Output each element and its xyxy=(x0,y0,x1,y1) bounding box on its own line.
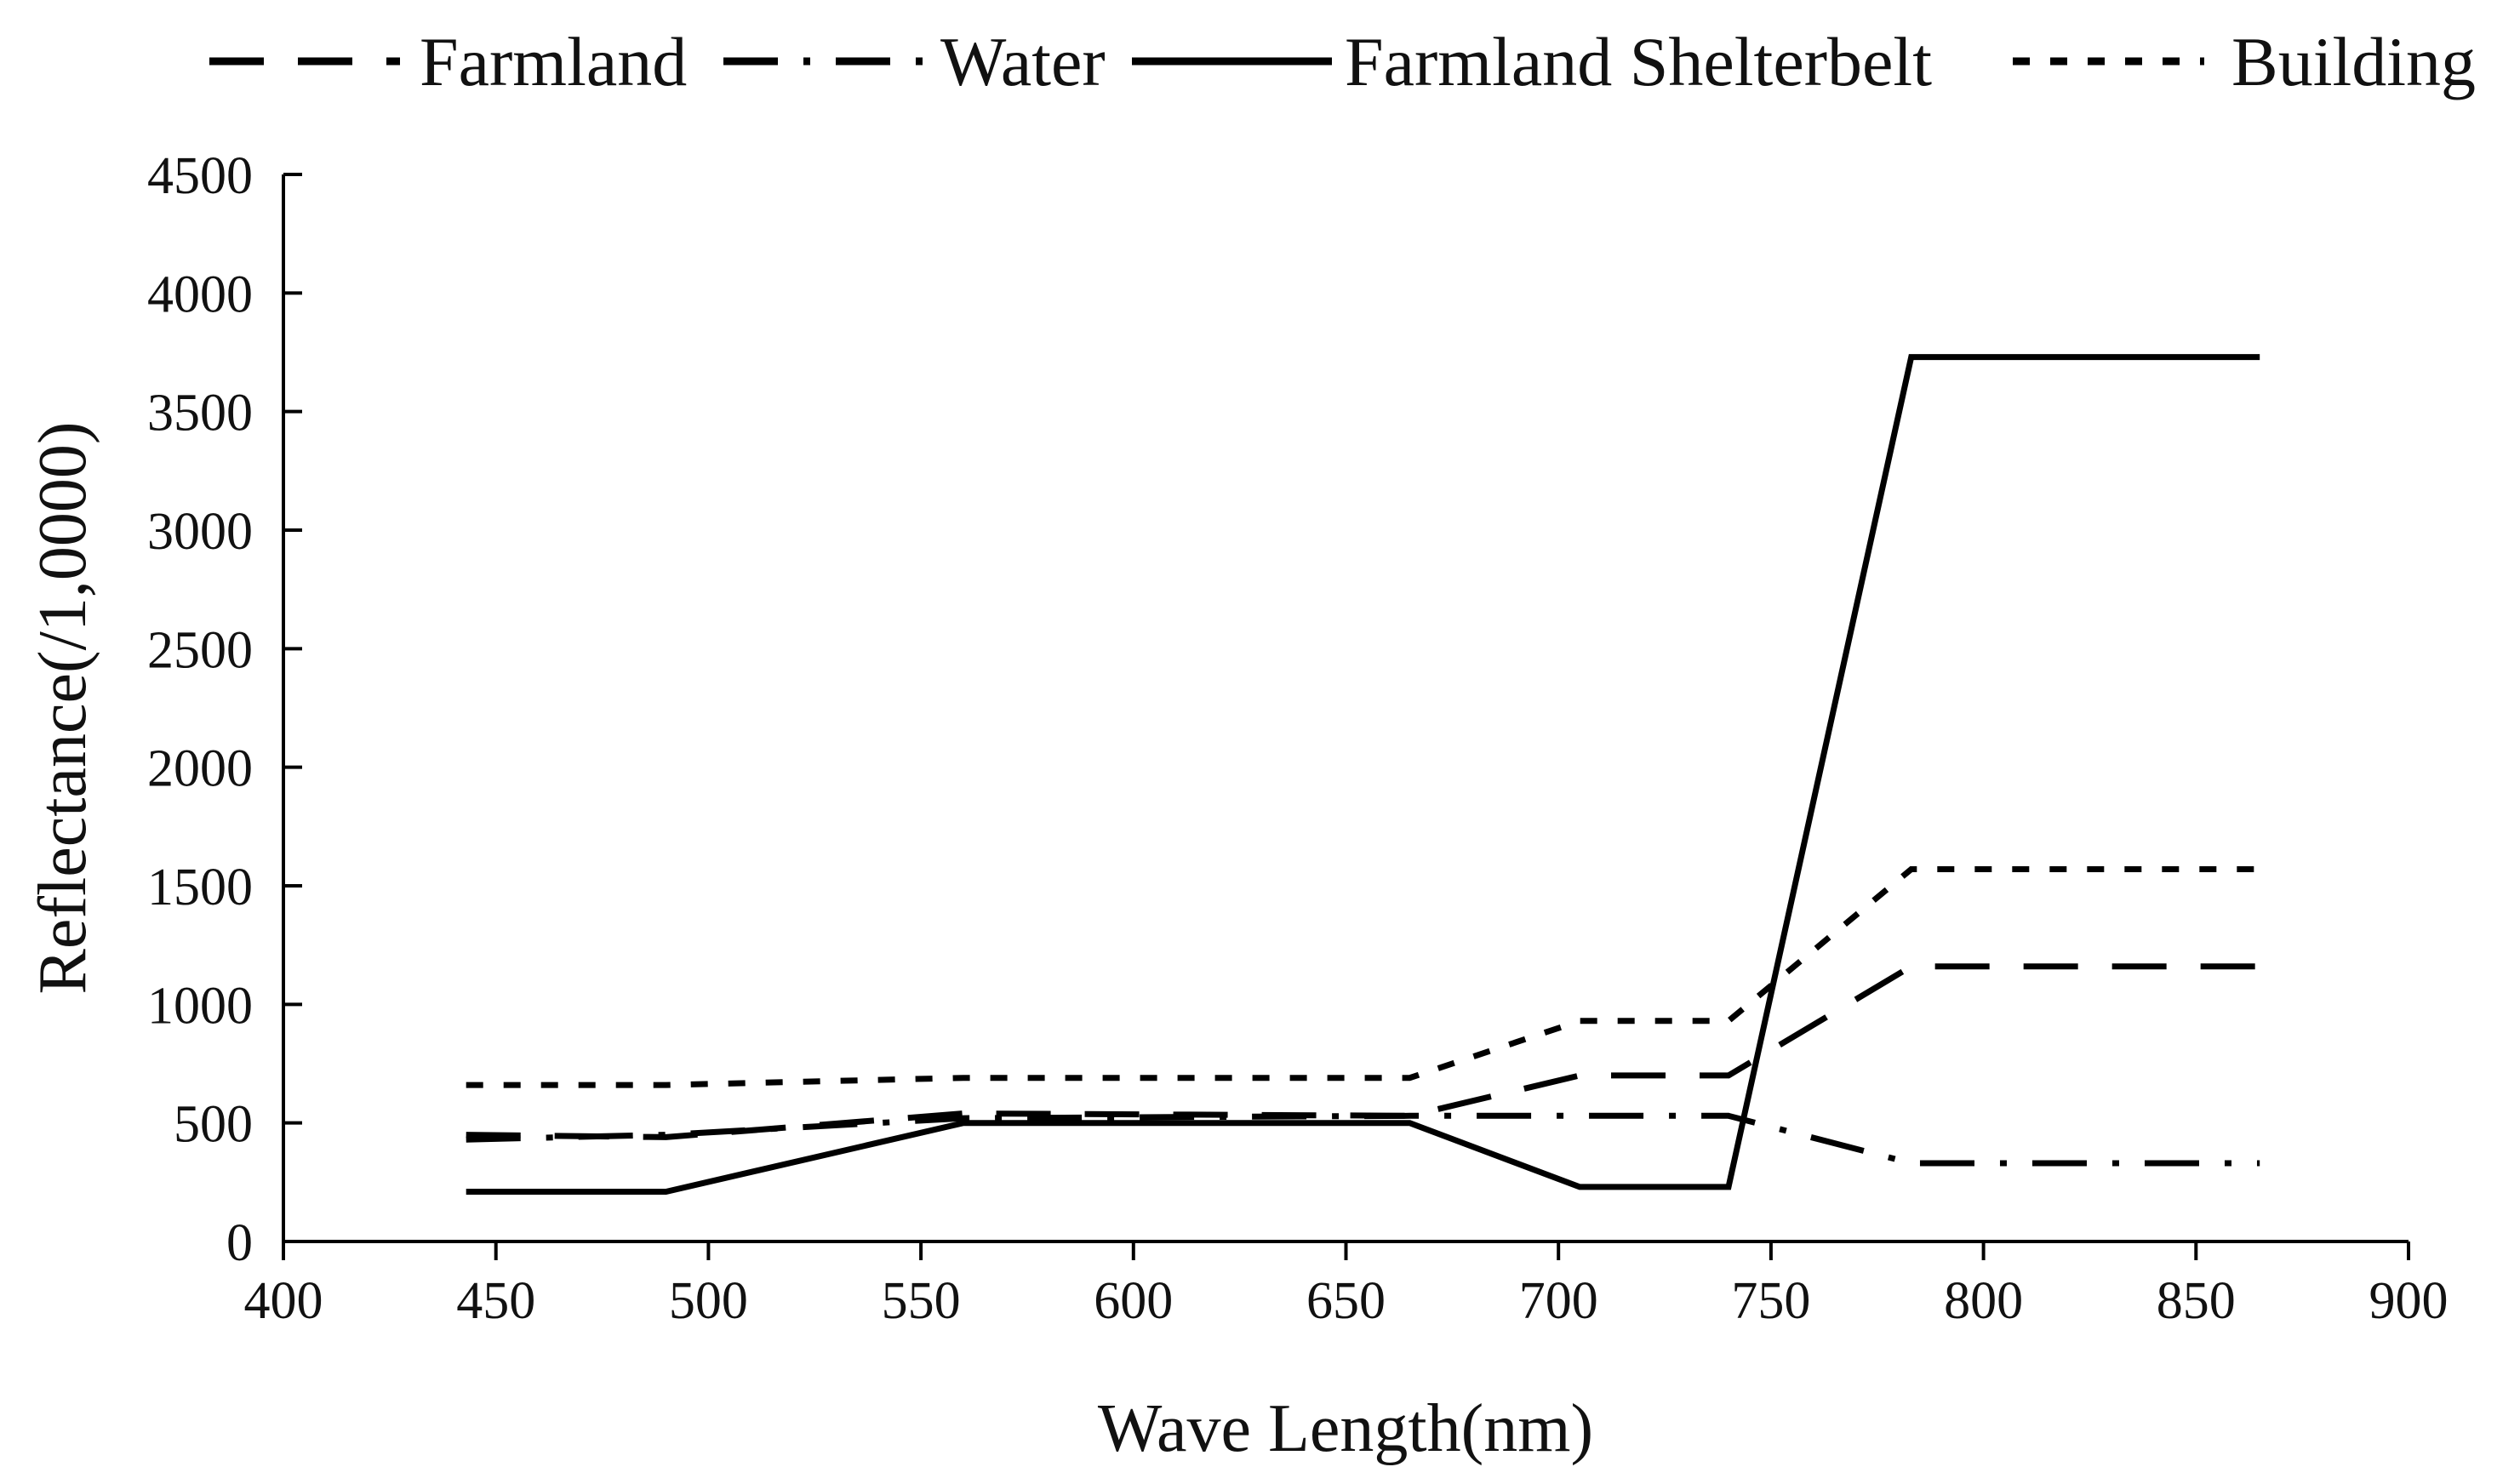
x-tick-label: 600 xyxy=(1094,1272,1173,1330)
series-line-water xyxy=(466,1112,2260,1167)
series-line-building xyxy=(466,866,2260,1088)
x-tick-label: 850 xyxy=(2157,1272,2236,1330)
x-tick-label: 700 xyxy=(1519,1272,1598,1330)
x-tick-label: 800 xyxy=(1944,1272,2023,1330)
axes xyxy=(282,174,2409,1243)
y-axis-title: Reflectance(/1,0000) xyxy=(26,421,100,994)
x-ticks: 400 450 500 550 600 650 700 750 800 850 900 xyxy=(244,1241,2449,1330)
series-line-farmland xyxy=(466,963,2260,1140)
y-tick-label: 2500 xyxy=(147,621,253,679)
x-tick-label: 450 xyxy=(456,1272,535,1330)
y-tick-label: 1000 xyxy=(147,977,253,1035)
x-tick-label: 400 xyxy=(244,1272,323,1330)
x-axis-title: Wave Length(nm) xyxy=(1098,1391,1593,1466)
y-tick-label: 2000 xyxy=(147,740,253,798)
y-tick-label: 500 xyxy=(174,1096,253,1154)
y-tick-label: 1500 xyxy=(147,859,253,916)
y-tick-label: 3500 xyxy=(147,385,253,442)
x-tick-label: 550 xyxy=(882,1272,961,1330)
y-tick-label: 0 xyxy=(226,1214,253,1272)
x-tick-label: 750 xyxy=(1731,1272,1810,1330)
legend-label: Building xyxy=(2231,23,2476,100)
series-line-farmland-shelterbelt xyxy=(466,354,2260,1195)
y-tick-label: 4000 xyxy=(147,265,253,323)
legend-label: Water xyxy=(940,23,1106,100)
x-tick-label: 900 xyxy=(2369,1272,2449,1330)
x-tick-label: 650 xyxy=(1306,1272,1386,1330)
legend-label: Farmland Shelterbelt xyxy=(1345,23,1932,100)
y-ticks: 0 500 1000 1500 2000 2500 3000 3500 4000 4500 xyxy=(147,147,302,1272)
legend-label: Farmland xyxy=(420,23,687,100)
series-lines xyxy=(466,354,2260,1195)
x-tick-label: 500 xyxy=(669,1272,748,1330)
legend: Farmland Water Farmland Shelterbelt Buildin… xyxy=(209,23,2476,100)
y-tick-label: 3000 xyxy=(147,503,253,561)
y-tick-label: 4500 xyxy=(147,147,253,205)
